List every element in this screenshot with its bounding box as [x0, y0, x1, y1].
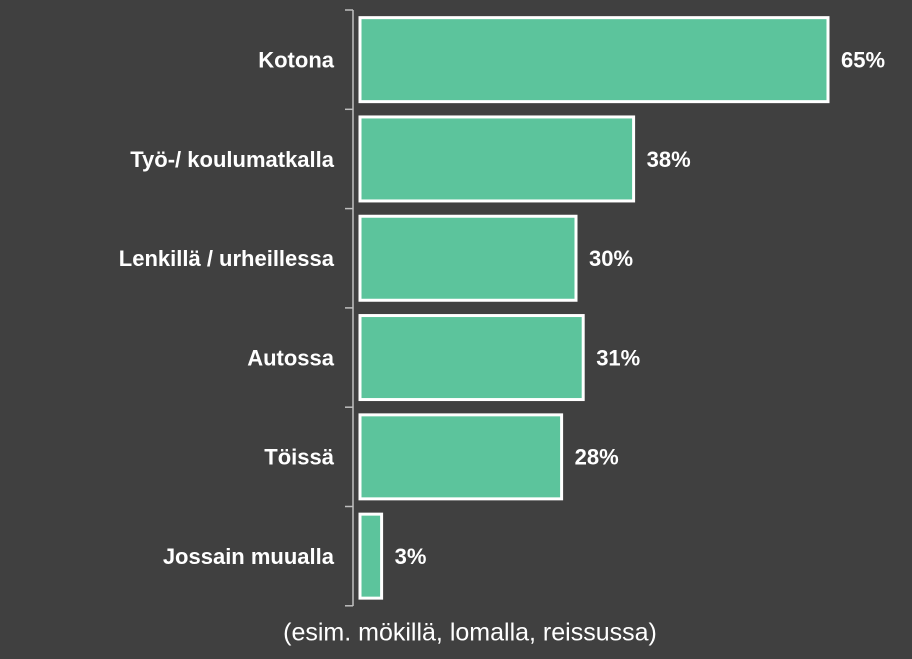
bar	[358, 512, 384, 600]
value-label: 31%	[596, 345, 640, 370]
bar	[358, 413, 564, 501]
bar	[358, 214, 578, 302]
bar	[358, 314, 585, 402]
category-label: Lenkillä / urheillessa	[119, 246, 335, 271]
category-label: Työ-/ koulumatkalla	[130, 147, 335, 172]
category-label: Kotona	[258, 47, 335, 72]
category-label: Jossain muualla	[163, 544, 335, 569]
category-label: Autossa	[247, 345, 335, 370]
value-label: 3%	[395, 544, 427, 569]
value-label: 65%	[841, 47, 885, 72]
category-label: Töissä	[264, 445, 334, 470]
bar	[358, 16, 830, 104]
value-label: 38%	[647, 147, 691, 172]
value-label: 28%	[575, 445, 619, 470]
value-label: 30%	[589, 246, 633, 271]
bar	[358, 115, 636, 203]
annotation: (esim. mökillä, lomalla, reissussa)	[283, 619, 657, 647]
